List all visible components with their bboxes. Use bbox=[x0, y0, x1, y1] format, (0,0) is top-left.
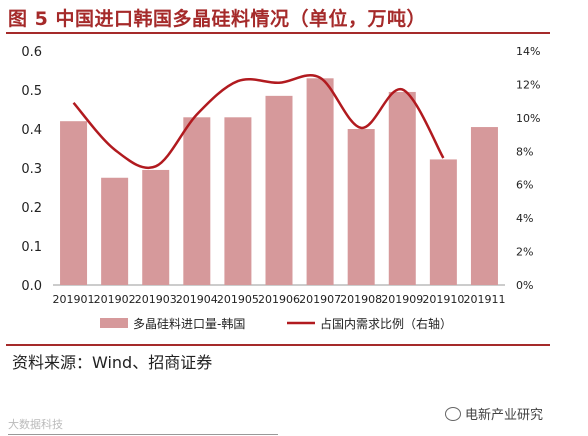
legend-bar-swatch bbox=[100, 318, 128, 328]
y-left-tick-label: 0.2 bbox=[21, 201, 42, 216]
y-right-tick-label: 12% bbox=[516, 78, 540, 91]
x-tick-label: 201906 bbox=[258, 293, 300, 306]
y-left-tick-label: 0.6 bbox=[21, 45, 42, 60]
wechat-icon bbox=[445, 406, 461, 421]
x-tick-label: 201909 bbox=[381, 293, 423, 306]
y-left-tick-label: 0.5 bbox=[21, 84, 42, 99]
watermark-right: 电新产业研究 bbox=[445, 404, 543, 423]
y-left-tick-label: 0.1 bbox=[21, 240, 42, 255]
y-left-tick-label: 0.3 bbox=[21, 162, 42, 177]
watermark-underline bbox=[8, 434, 278, 435]
y-right-tick-label: 2% bbox=[516, 246, 533, 259]
series-line bbox=[72, 74, 445, 169]
legend-line-label: 占国内需求比例（右轴） bbox=[320, 316, 452, 331]
y-right-tick-label: 4% bbox=[516, 212, 533, 225]
x-tick-label: 201903 bbox=[135, 293, 177, 306]
y-right-tick-label: 14% bbox=[516, 45, 540, 58]
bar bbox=[347, 129, 375, 285]
watermark-right-label: 电新产业研究 bbox=[465, 408, 544, 423]
y-right-tick-label: 0% bbox=[516, 279, 533, 292]
figure-title: 图 5 中国进口韩国多晶硅料情况（单位，万吨） bbox=[8, 8, 426, 30]
y-right-tick-label: 8% bbox=[516, 145, 533, 158]
title-divider bbox=[6, 32, 550, 34]
x-tick-label: 201902 bbox=[94, 293, 136, 306]
y-right-tick-label: 6% bbox=[516, 179, 533, 192]
bar bbox=[101, 177, 129, 285]
y-right-tick-label: 10% bbox=[516, 112, 540, 125]
y-left-tick-label: 0.0 bbox=[21, 279, 42, 294]
x-tick-label: 201911 bbox=[463, 293, 505, 306]
source-note: 资料来源：Wind、招商证券 bbox=[12, 353, 213, 372]
bar bbox=[183, 117, 211, 285]
bar bbox=[265, 95, 293, 285]
x-tick-label: 201904 bbox=[176, 293, 218, 306]
chart: 0.0 0.1 0.2 0.3 0.4 0.5 0.6 0% 2% 4% 6% 8% 10% 12% 14%… bbox=[21, 45, 540, 331]
x-tick-label: 201907 bbox=[299, 293, 341, 306]
bar bbox=[388, 91, 416, 285]
bar bbox=[429, 159, 457, 285]
watermark-left: 大数据科技 bbox=[8, 418, 63, 431]
bar bbox=[470, 127, 498, 285]
bar bbox=[306, 78, 334, 285]
x-tick-label: 201908 bbox=[340, 293, 382, 306]
x-tick-label: 201901 bbox=[53, 293, 95, 306]
y-left-tick-label: 0.4 bbox=[21, 123, 42, 138]
x-tick-label: 201910 bbox=[422, 293, 464, 306]
bar bbox=[60, 121, 88, 285]
bar bbox=[142, 169, 170, 285]
source-divider bbox=[6, 344, 550, 346]
legend-bar-label: 多晶硅料进口量-韩国 bbox=[133, 316, 245, 331]
x-tick-label: 201905 bbox=[217, 293, 259, 306]
bar bbox=[224, 117, 252, 285]
